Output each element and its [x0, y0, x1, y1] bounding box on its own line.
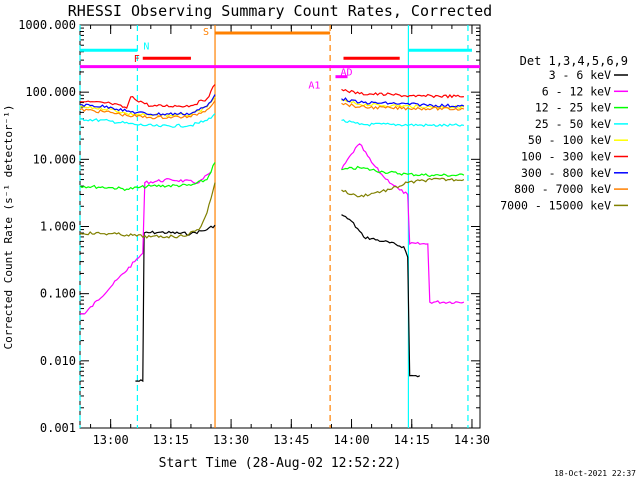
legend-entry-label: 6 - 12 keV: [542, 84, 611, 98]
legend-entry-label: 100 - 300 keV: [521, 150, 611, 164]
x-axis-label: Start Time (28-Aug-02 12:52:22): [159, 456, 402, 471]
flag-label: N: [143, 41, 149, 52]
legend: 3 - 6 keV 6 - 12 keV 12 - 25 keV 25 - 50 ke…: [500, 68, 628, 212]
flag-label: S: [203, 27, 209, 38]
y-tick-label: 1.000: [40, 220, 76, 234]
legend-entry-label: 300 - 800 keV: [521, 166, 611, 180]
plot-frame: [79, 24, 481, 429]
y-tick-label: 0.100: [40, 287, 76, 301]
x-tick-label: 14:30: [454, 433, 490, 447]
series-line: [79, 143, 465, 315]
y-tick-label: 1000.000: [18, 18, 76, 32]
x-tick-label: 14:15: [394, 433, 430, 447]
legend-entry-label: 7000 - 15000 keV: [500, 198, 611, 212]
y-tick-label: 0.001: [40, 421, 76, 435]
legend-entry-label: 3 - 6 keV: [549, 68, 611, 82]
legend-entry-label: 25 - 50 keV: [535, 117, 611, 131]
legend-entry-label: 50 - 100 keV: [528, 133, 611, 147]
x-tick-label: 13:15: [153, 433, 189, 447]
series-line: [79, 84, 464, 109]
y-tick-label: 10.000: [33, 152, 76, 166]
flag-label: AD: [340, 68, 352, 79]
legend-title: Det 1,3,4,5,6,9: [520, 54, 628, 68]
flag-label: A1: [308, 81, 320, 92]
legend-entry-label: 800 - 7000 keV: [514, 182, 611, 196]
x-tick-label: 14:00: [333, 433, 369, 447]
series-line: [135, 214, 421, 383]
x-tick-label: 13:00: [93, 433, 129, 447]
flag-label: F: [134, 54, 140, 65]
y-tick-label: 0.010: [40, 354, 76, 368]
y-tick-label: 100.000: [25, 85, 76, 99]
series-line: [79, 177, 465, 239]
series-line: [79, 113, 465, 128]
legend-entry-label: 12 - 25 keV: [535, 101, 611, 115]
chart-title: RHESSI Observing Summary Count Rates, Co…: [68, 2, 492, 20]
y-axis-label: Corrected Count Rate (s⁻¹ detector⁻¹): [2, 104, 15, 349]
series-line: [80, 94, 465, 116]
series-line: [79, 162, 465, 192]
x-tick-label: 13:45: [273, 433, 309, 447]
series-line: [79, 100, 465, 120]
timestamp-footer: 18-Oct-2021 22:37: [554, 469, 636, 478]
x-tick-label: 13:30: [213, 433, 249, 447]
